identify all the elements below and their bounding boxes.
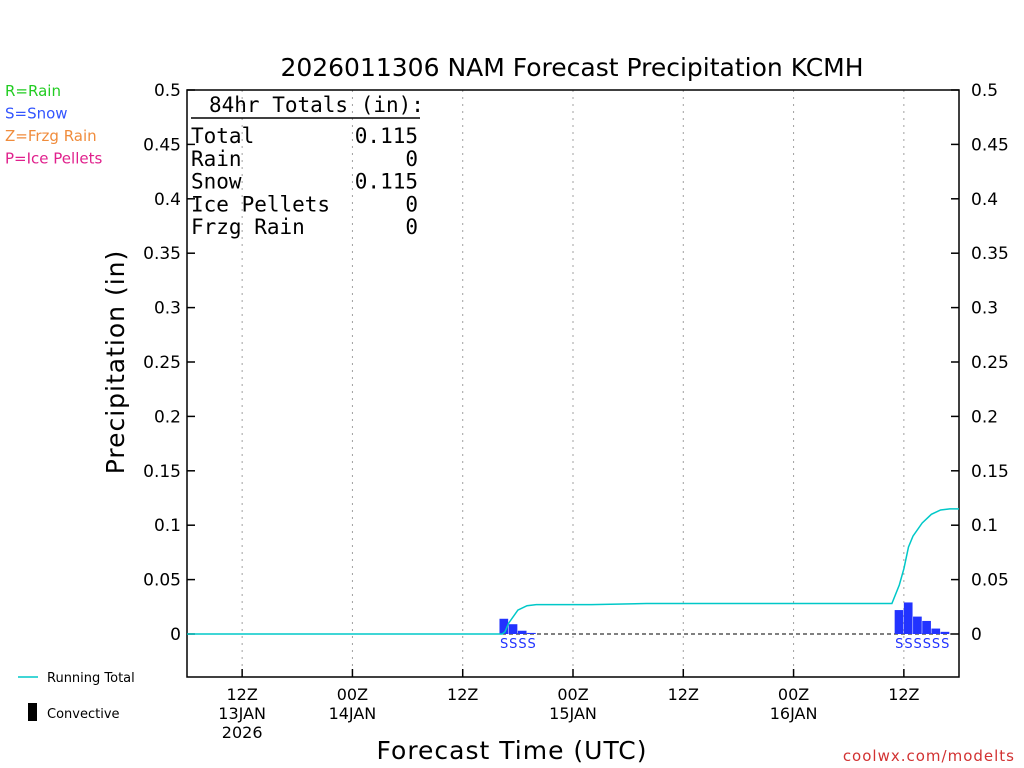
totals-row-value: 0.115: [355, 124, 418, 148]
x-tick-label: 15JAN: [549, 704, 597, 723]
x-tick-label: 00Z: [557, 685, 588, 704]
precip-type-mark: S: [518, 637, 526, 652]
x-tick-label: 12Z: [668, 685, 699, 704]
y-tick-label-right: 0.25: [971, 353, 1009, 373]
precip-type-mark: S: [932, 637, 940, 652]
totals-row-label: Rain: [191, 147, 242, 171]
precip-bar: [922, 620, 931, 634]
precip-type-mark: S: [500, 637, 508, 652]
x-tick-label: 12Z: [226, 685, 257, 704]
precip-type-legend: R=Rain S=Snow Z=Frzg Rain P=Ice Pellets: [5, 82, 102, 168]
precip-bars: [499, 602, 950, 634]
precip-type-legend-item: S=Snow: [5, 105, 68, 123]
precip-bar: [913, 616, 922, 634]
x-tick-label: 2026: [222, 723, 263, 742]
x-tick-label: 16JAN: [770, 704, 818, 723]
totals-row-label: Snow: [191, 170, 242, 194]
totals-row-label: Frzg Rain: [191, 215, 305, 239]
totals-rows: Total 0.115 Rain 0 Snow 0.115 Ice Pellets 0 Frzg…: [191, 124, 418, 239]
y-tick-label: 0.05: [143, 571, 181, 591]
precip-type-mark: S: [528, 637, 536, 652]
y-tick-label-right: 0.05: [971, 571, 1009, 591]
y-tick-label: 0.3: [154, 299, 181, 319]
precip-bar: [508, 624, 518, 634]
precip-type-mark: S: [509, 637, 517, 652]
x-tick-label: 12Z: [888, 685, 919, 704]
precip-type-legend-item: Z=Frzg Rain: [5, 127, 97, 145]
x-tick-label: 00Z: [337, 685, 368, 704]
x-tick-label: 12Z: [447, 685, 478, 704]
running-total-legend-label: Running Total: [47, 671, 135, 686]
x-tick-label: 13JAN: [218, 704, 266, 723]
precip-bar: [903, 602, 913, 634]
y-axis-label: Precipitation (in): [101, 250, 130, 475]
watermark: coolwx.com/modelts: [843, 747, 1015, 765]
x-tick-label: 14JAN: [329, 704, 377, 723]
precip-type-legend-item: P=Ice Pellets: [5, 150, 102, 168]
y-tick-label: 0.15: [143, 462, 181, 482]
precip-bar: [931, 628, 941, 634]
y-tick-label: 0.25: [143, 353, 181, 373]
series-legend: Running Total Convective: [18, 671, 135, 722]
running-total-line: [187, 508, 959, 635]
precip-type-mark: S: [923, 637, 931, 652]
y-tick-label-right: 0.35: [971, 244, 1009, 264]
y-tick-label-right: 0.2: [971, 407, 998, 427]
precip-bar: [527, 632, 536, 634]
y-tick-label: 0.35: [143, 244, 181, 264]
y-tick-label: 0: [170, 625, 181, 645]
y-axis-ticks: 0 00.05 0.050.1 0.10.15 0.150.2 0.20.25 0.250.…: [143, 81, 1009, 645]
precip-bar: [894, 610, 904, 634]
convective-legend-swatch: [28, 703, 37, 721]
y-tick-label-right: 0: [971, 625, 982, 645]
totals-header: 84hr Totals (in):: [209, 93, 424, 117]
precip-bar: [940, 631, 950, 634]
y-tick-label: 0.45: [143, 135, 181, 155]
precip-type-mark: S: [904, 637, 912, 652]
y-tick-label: 0.5: [154, 81, 181, 101]
y-tick-label-right: 0.3: [971, 299, 998, 319]
totals-row-value: 0.115: [355, 170, 418, 194]
y-tick-label-right: 0.5: [971, 81, 998, 101]
y-tick-label: 0.4: [154, 190, 181, 210]
precip-type-legend-item: R=Rain: [5, 82, 61, 100]
y-tick-label-right: 0.1: [971, 516, 998, 536]
x-tick-label: 00Z: [778, 685, 809, 704]
precip-type-mark: S: [941, 637, 949, 652]
totals-row-label: Ice Pellets: [191, 192, 330, 216]
totals-box: 84hr Totals (in): Total 0.115 Rain 0 Snow 0.1…: [191, 93, 424, 239]
totals-row-value: 0: [405, 192, 418, 216]
x-axis-label: Forecast Time (UTC): [377, 736, 648, 765]
precip-bar: [499, 618, 509, 634]
y-tick-label: 0.2: [154, 407, 181, 427]
y-tick-label-right: 0.15: [971, 462, 1009, 482]
precip-bar: [517, 630, 527, 634]
y-tick-label-right: 0.45: [971, 135, 1009, 155]
y-tick-label-right: 0.4: [971, 190, 998, 210]
totals-row-value: 0: [405, 147, 418, 171]
y-tick-label: 0.1: [154, 516, 181, 536]
precip-type-mark: S: [914, 637, 922, 652]
convective-legend-label: Convective: [47, 707, 120, 722]
precip-type-mark: S: [895, 637, 903, 652]
totals-row-value: 0: [405, 215, 418, 239]
totals-row-label: Total: [191, 124, 254, 148]
chart-title: 2026011306 NAM Forecast Precipitation KC…: [280, 53, 863, 82]
